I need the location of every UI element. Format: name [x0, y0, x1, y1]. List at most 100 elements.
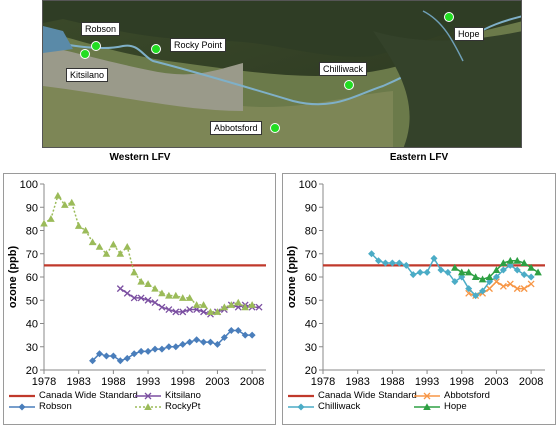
map-label-hope: Hope [454, 27, 484, 41]
robson-point [179, 340, 187, 348]
map-label-rocky-point: Rocky Point [170, 38, 227, 52]
y-tick-label: 30 [26, 342, 38, 354]
kitsilano-point [151, 299, 159, 307]
x-tick-label: 1983 [345, 376, 369, 388]
rockypt-point [227, 301, 236, 308]
robson-point [137, 347, 145, 355]
legend-label-kitsilano: Kitsilano [165, 390, 201, 401]
kitsilano-point [116, 285, 124, 293]
map-label-chilliwack: Chilliwack [319, 62, 368, 76]
abbotsford-line [468, 280, 532, 297]
western-chart: 20 30 40 50 60 70 80 90 100 1978 1983 1988 1993 1998 2… [7, 179, 266, 388]
legend-label-robson: Robson [39, 401, 72, 412]
legend-item-rockypt: RockyPt [134, 401, 200, 412]
chilliwack-point [375, 257, 382, 265]
rockypt-point [102, 249, 111, 257]
western-chart-panel: 20 30 40 50 60 70 80 90 100 1978 1983 1988 1993 1998 2… [3, 173, 276, 425]
rockypt-point [158, 289, 166, 297]
chilliwack-point [409, 271, 417, 279]
robson-point [130, 350, 138, 358]
chilliwack-point [451, 278, 459, 286]
robson-point [89, 357, 97, 365]
chilliwack-line [371, 253, 532, 297]
y-tick-label: 70 [305, 249, 317, 261]
chilliwack-point [513, 266, 521, 274]
chilliwack-point [402, 261, 410, 269]
legend-swatch-marker [18, 403, 26, 410]
rockypt-point [130, 268, 138, 276]
series-robson [89, 326, 256, 365]
map-label-kitsilano: Kitsilano [66, 68, 109, 82]
robson-point [241, 331, 249, 339]
rockypt-point [213, 308, 222, 315]
y-tick-label: 60 [305, 272, 317, 284]
x-tick-label: 1988 [101, 376, 125, 388]
rockypt-line [43, 193, 253, 313]
legend-swatch-marker [144, 392, 152, 399]
rockypt-point [185, 294, 194, 301]
rockypt-point [234, 298, 243, 306]
series-hope [451, 256, 542, 283]
kitsilano-point [186, 306, 194, 314]
abbotsford-point [527, 280, 535, 288]
rockypt-point [241, 303, 249, 311]
robson-point [102, 352, 110, 360]
hope-point [464, 268, 473, 276]
map-label-robson: Robson [81, 22, 121, 36]
abbotsford-point [492, 278, 500, 286]
x-tick-label: 2008 [519, 376, 543, 388]
y-tick-label: 20 [305, 365, 317, 377]
robson-station-dot [91, 41, 101, 51]
robson-point [158, 345, 166, 353]
legend-item-standard: Canada Wide Standard [287, 390, 417, 401]
robson-point [172, 343, 180, 351]
legend-label-rockypt: RockyPt [165, 401, 201, 412]
chilliwack-point [430, 254, 438, 262]
kitsilano-point [144, 296, 152, 304]
x-tick-label: 1993 [136, 376, 160, 388]
x-tick-label: 2003 [484, 376, 508, 388]
legend-item-kitsilano: Kitsilano [134, 390, 201, 401]
rockypt-point [248, 301, 256, 308]
chilliwack-point [499, 266, 507, 274]
abbotsford-point [506, 280, 514, 288]
y-axis-label: ozone (ppb) [286, 246, 298, 309]
hope-point [478, 275, 487, 283]
robson-point [193, 336, 201, 344]
robson-point [96, 350, 103, 358]
y-tick-label: 20 [26, 365, 38, 377]
legend-swatch-standard [9, 394, 35, 397]
legend-swatch-marker [423, 392, 431, 399]
robson-point [234, 326, 242, 334]
legend-swatch-marker [423, 402, 431, 410]
region-map: Robson Kitsilano Rocky Point Chilliwack … [42, 0, 522, 148]
robson-point [200, 338, 208, 346]
x-tick-label: 1983 [66, 376, 90, 388]
legend-swatch-hope [414, 402, 440, 410]
x-tick-label: 1988 [380, 376, 404, 388]
robson-point [144, 347, 152, 355]
robson-point [186, 338, 194, 346]
rockypt-point [81, 226, 90, 234]
chilliwack-point [486, 278, 493, 286]
robson-point [151, 345, 159, 353]
chilliwack-point [472, 292, 480, 300]
y-tick-label: 80 [26, 226, 38, 238]
y-tick-label: 40 [305, 319, 317, 331]
chilliwack-point [416, 268, 424, 276]
y-tick-label: 50 [26, 295, 38, 307]
y-tick-label: 40 [26, 319, 38, 331]
rockypt-point [123, 242, 132, 250]
rockypt-point [206, 308, 215, 315]
legend-item-hope: Hope [413, 401, 467, 412]
legend-swatch-robson [9, 403, 35, 410]
kitsilano-point [172, 308, 180, 316]
robson-point [227, 326, 235, 334]
kitsilano-point [123, 289, 131, 297]
chilliwack-point [479, 287, 487, 295]
series-chilliwack [368, 250, 535, 300]
y-tick-label: 100 [20, 179, 38, 191]
rockypt-point [165, 291, 173, 299]
rockypt-point [116, 249, 125, 257]
rockypt-point [144, 280, 152, 287]
